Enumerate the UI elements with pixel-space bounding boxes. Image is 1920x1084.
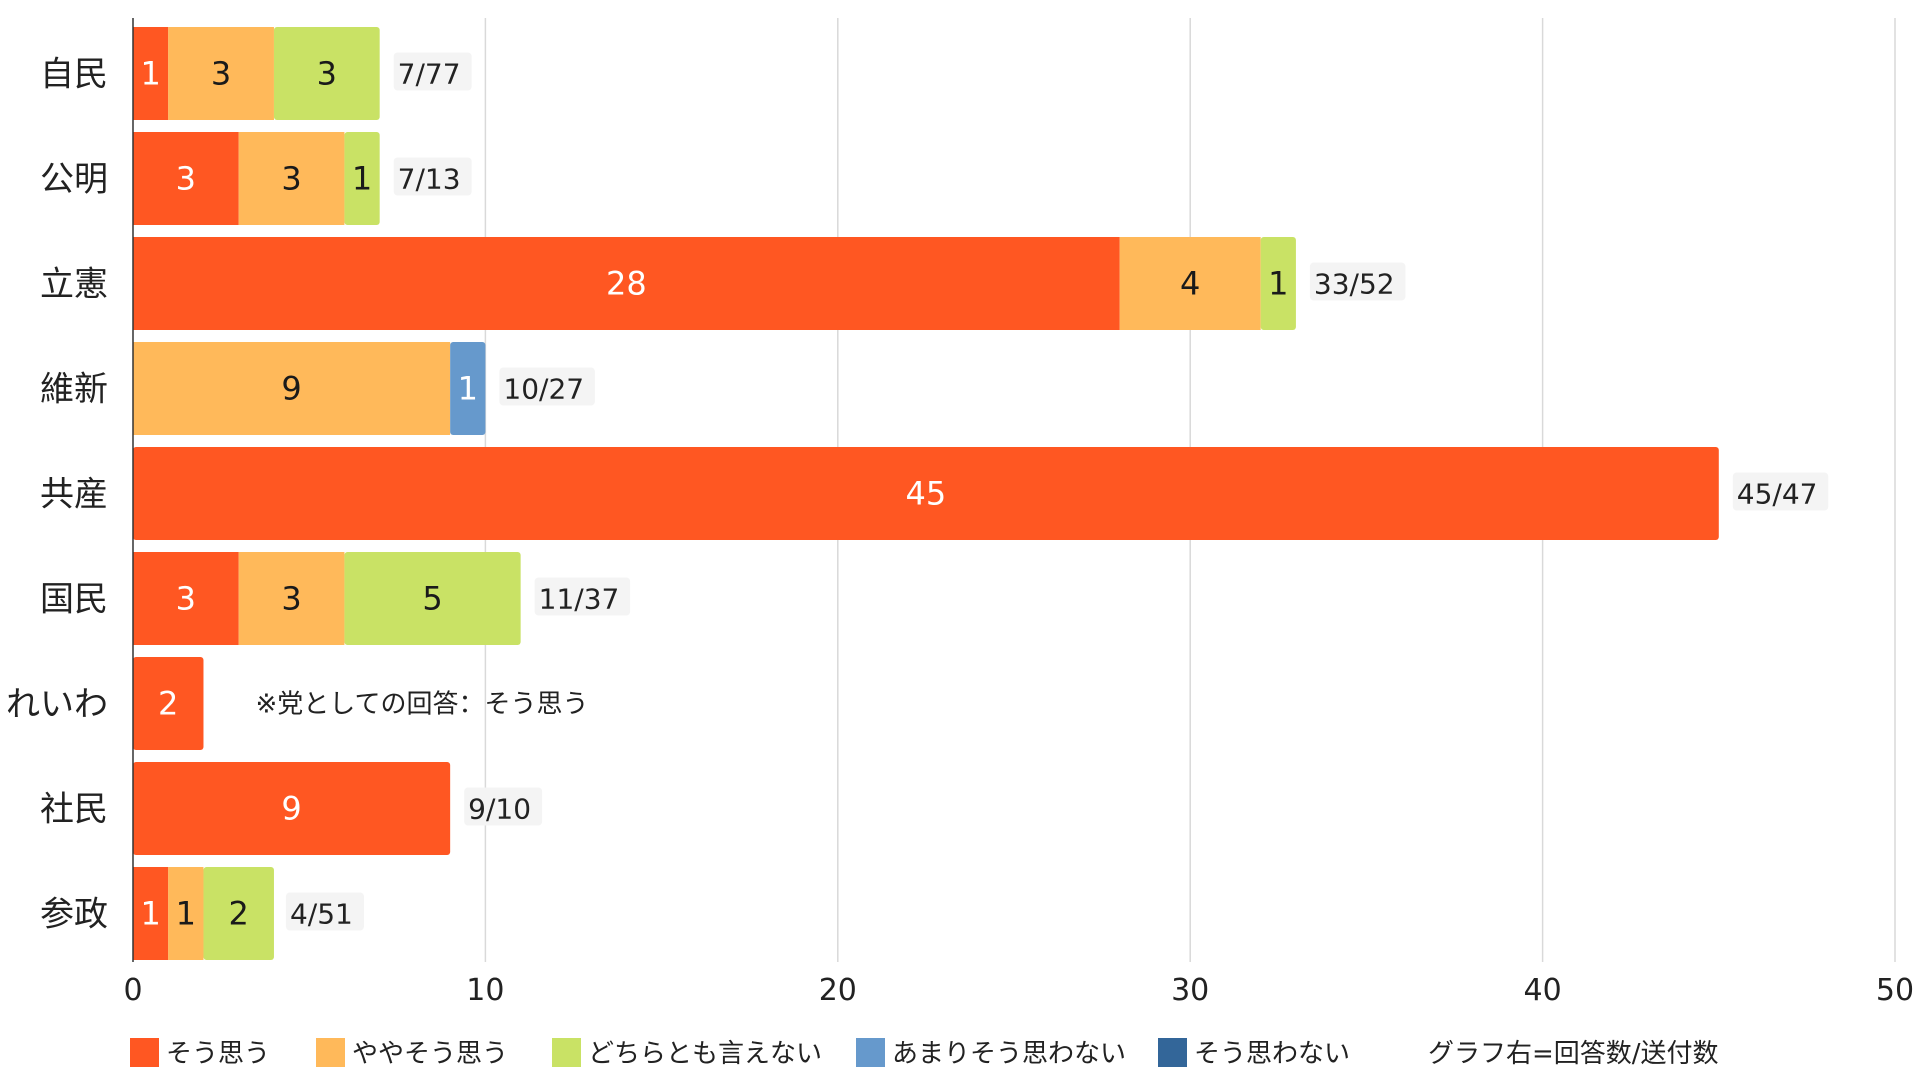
bar-segment xyxy=(133,552,239,645)
bar-segment xyxy=(344,552,521,645)
ratio-label: 10/27 xyxy=(503,373,584,406)
label-layer: 自民 1 3 3 7/77 公明 3 3 1 7/13 立憲 28 4 1 33/52 維新 9 1 10/27 共産… xyxy=(6,52,1829,935)
x-tick-label: 30 xyxy=(1171,973,1209,1008)
segment-value-label: 3 xyxy=(281,160,301,198)
ratio-label-background xyxy=(499,367,595,406)
category-label: 社民 xyxy=(40,790,108,830)
legend-swatch xyxy=(856,1038,885,1067)
legend-swatch xyxy=(316,1038,345,1067)
legend-label: どちらとも言えない xyxy=(588,1039,822,1069)
legend-label: ややそう思う xyxy=(352,1039,508,1069)
bar-segment xyxy=(238,132,345,225)
legend-swatch xyxy=(130,1038,159,1067)
bar-segment xyxy=(273,27,380,120)
bar-segment xyxy=(133,867,169,960)
x-tick-label: 50 xyxy=(1876,973,1914,1008)
segment-value-label: 1 xyxy=(458,370,478,408)
category-label: れいわ xyxy=(6,685,108,725)
legend-swatch xyxy=(552,1038,581,1067)
legend-label: そう思わない xyxy=(1194,1039,1350,1069)
x-tick-label: 20 xyxy=(819,973,857,1008)
bar-layer xyxy=(133,27,1719,960)
ratio-label-background xyxy=(1732,472,1829,511)
ratio-label-background xyxy=(285,892,364,931)
segment-value-label: 3 xyxy=(211,55,231,93)
segment-value-label: 1 xyxy=(140,55,160,93)
bar-segment xyxy=(168,27,274,120)
bar-segment xyxy=(238,552,345,645)
category-label: 参政 xyxy=(40,895,108,935)
legend-label: あまりそう思わない xyxy=(892,1039,1126,1069)
bar-segment xyxy=(450,342,486,435)
bar-segment xyxy=(133,27,169,120)
bar-segment xyxy=(133,342,451,435)
category-label: 自民 xyxy=(40,55,108,95)
bar-segment xyxy=(1260,237,1296,330)
bar-segment xyxy=(133,762,451,855)
ratio-label-background xyxy=(393,52,472,91)
bar-segment xyxy=(168,867,204,960)
ratio-label-background xyxy=(393,157,472,196)
segment-value-label: 45 xyxy=(906,475,947,513)
legend-label: そう思う xyxy=(166,1039,270,1069)
bar-segment xyxy=(133,237,1120,330)
ratio-label: 7/77 xyxy=(398,58,461,91)
category-label: 公明 xyxy=(40,160,108,200)
segment-value-label: 1 xyxy=(140,895,160,933)
segment-value-label: 1 xyxy=(1268,265,1288,303)
segment-value-label: 9 xyxy=(281,370,301,408)
segment-value-label: 2 xyxy=(158,685,178,723)
legend-swatch xyxy=(1158,1038,1187,1067)
note-annotation: ※党としての回答：そう思う xyxy=(255,690,588,720)
ratio-label: 4/51 xyxy=(290,898,353,931)
segment-value-label: 2 xyxy=(229,895,249,933)
legend-note: グラフ右=回答数/送付数 xyxy=(1428,1039,1719,1069)
bar-segment xyxy=(203,867,274,960)
segment-value-label: 5 xyxy=(422,580,442,618)
segment-value-label: 3 xyxy=(176,160,196,198)
ratio-label: 7/13 xyxy=(398,163,461,196)
x-tick-label: 10 xyxy=(466,973,504,1008)
ratio-label-background xyxy=(1309,262,1406,301)
segment-value-label: 3 xyxy=(281,580,301,618)
ratio-label: 45/47 xyxy=(1737,478,1818,511)
bar-segment xyxy=(133,447,1719,540)
category-label: 国民 xyxy=(40,580,108,620)
x-tick-label: 0 xyxy=(123,973,142,1008)
category-label: 立憲 xyxy=(40,265,108,305)
segment-value-label: 3 xyxy=(317,55,337,93)
ratio-label: 11/37 xyxy=(539,583,620,616)
bar-segment xyxy=(133,132,239,225)
category-label: 共産 xyxy=(40,475,108,515)
segment-value-label: 1 xyxy=(352,160,372,198)
segment-value-label: 28 xyxy=(606,265,647,303)
segment-value-label: 4 xyxy=(1180,265,1200,303)
bar-segment xyxy=(344,132,380,225)
x-tick-label: 40 xyxy=(1524,973,1562,1008)
segment-value-label: 1 xyxy=(176,895,196,933)
segment-value-label: 9 xyxy=(281,790,301,828)
ratio-label-background xyxy=(464,787,543,826)
legend: そう思う ややそう思う どちらとも言えない あまりそう思わない そう思わない グラフ右=回… xyxy=(130,1038,1719,1069)
ratio-label: 9/10 xyxy=(468,793,531,826)
category-label: 維新 xyxy=(40,370,108,410)
axis-layer: 0 10 20 30 40 50 xyxy=(123,18,1914,1008)
bar-segment xyxy=(133,657,204,750)
ratio-label: 33/52 xyxy=(1314,268,1395,301)
ratio-label-background xyxy=(534,577,631,616)
bar-segment xyxy=(1119,237,1261,330)
segment-value-label: 3 xyxy=(176,580,196,618)
